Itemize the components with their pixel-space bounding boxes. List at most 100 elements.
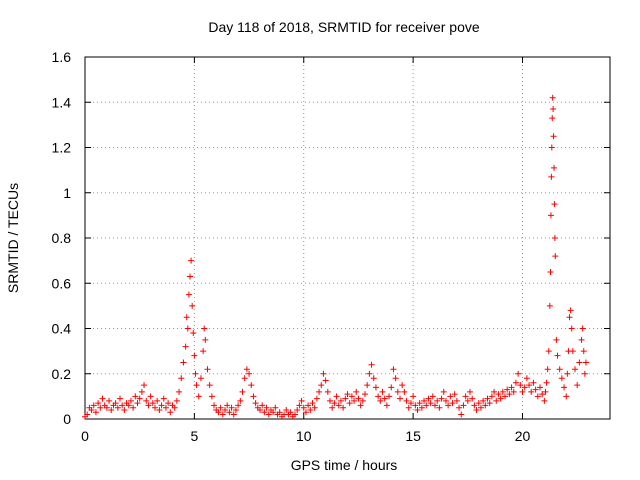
data-point [460,402,467,409]
y-tick-labels: 0 0.2 0.4 0.6 0.8 1 1.2 1.4 1.6 [52,49,72,427]
data-point [551,201,558,208]
data-point [495,391,502,398]
data-point [508,384,515,391]
data-point [200,348,207,355]
data-point [329,404,336,411]
data-point [130,404,137,411]
data-point [237,397,244,404]
data-point [488,393,495,400]
data-point [504,386,511,393]
data-point [580,348,587,355]
data-point [372,384,379,391]
data-point [537,384,543,391]
data-point [243,366,250,373]
data-point [239,388,246,395]
chart-title: Day 118 of 2018, SRMTID for receiver pov… [208,19,480,35]
y-axis-label: SRMTID / TECUs [5,183,21,293]
data-point [265,411,272,418]
data-point [579,325,586,332]
data-point [97,404,104,411]
data-point [235,402,242,409]
data-point [541,397,548,404]
data-point [193,382,200,389]
data-point [392,375,399,382]
x-tick-label: 5 [190,428,198,444]
data-point [515,370,522,377]
data-point [138,388,145,395]
data-point [432,402,438,409]
data-point [190,330,197,337]
data-point [88,406,95,413]
data-point [324,388,331,395]
data-point [307,406,314,413]
data-point [95,400,102,407]
data-point [106,397,113,404]
data-point [353,388,360,395]
data-point [197,375,204,382]
data-point [147,393,154,400]
data-point [576,359,583,366]
x-axis-label: GPS time / hours [291,457,398,473]
y-tick-label: 1.2 [52,140,72,156]
data-point [309,400,316,407]
data-point [160,395,167,402]
data-point [202,336,209,343]
data-point [127,397,134,404]
data-point [117,395,123,402]
data-point [300,404,307,411]
data-point [427,400,434,407]
data-point [568,325,575,332]
data-point [526,382,533,389]
data-point [456,404,463,411]
data-point [539,391,546,398]
data-point [228,404,235,411]
data-point [152,404,158,411]
data-point [421,397,428,404]
data-point [491,388,498,395]
data-point [377,397,384,404]
data-point [484,395,491,402]
data-point [550,106,557,113]
data-points [82,94,589,420]
data-point [311,404,318,411]
data-point [145,402,152,409]
data-point [542,388,549,395]
data-point [219,411,226,418]
data-point [259,402,266,409]
data-point [554,352,561,359]
data-point [366,370,373,377]
data-point [125,402,132,409]
data-point [375,393,382,400]
data-point [263,404,270,411]
data-point [149,400,156,407]
data-point [519,388,526,395]
y-tick-label: 0.2 [52,366,72,382]
data-point [390,366,397,373]
data-point [549,115,556,122]
data-point [405,404,412,411]
data-point [547,212,554,219]
data-point [438,395,445,402]
data-point [473,406,480,413]
data-point [248,382,255,389]
data-point [162,404,169,411]
data-point [195,393,202,400]
data-point [547,268,554,275]
data-point [230,411,237,418]
data-point [582,359,589,366]
data-point [154,397,161,404]
data-point [313,395,320,402]
data-point [550,133,557,140]
data-point [250,393,257,400]
data-point [563,393,570,400]
data-point [368,361,375,368]
data-point [121,406,128,413]
data-point [355,395,362,402]
data-point [103,404,110,411]
data-point [222,406,228,413]
data-point [386,393,393,400]
plot-frame [84,56,611,420]
data-point [215,409,222,416]
data-point [544,366,551,373]
